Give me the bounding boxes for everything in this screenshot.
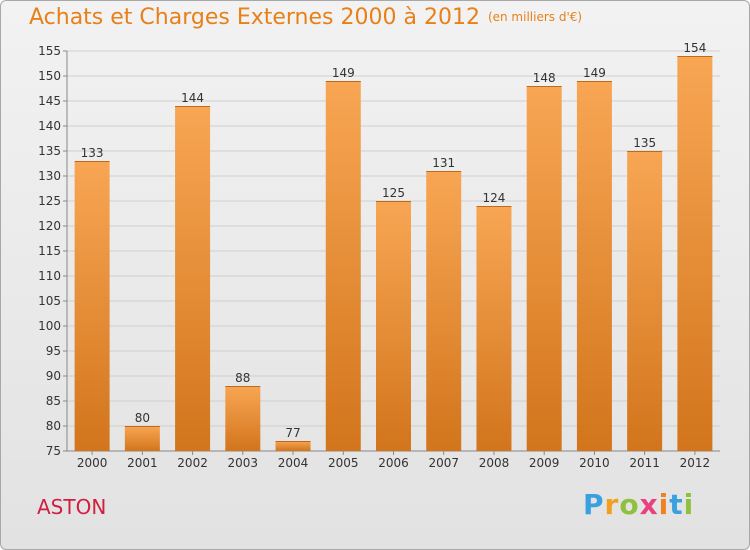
bar <box>124 426 160 451</box>
bar <box>576 81 612 451</box>
x-tick-label: 2009 <box>529 456 560 470</box>
bar-value-label: 88 <box>235 371 250 385</box>
bar-value-label: 144 <box>181 91 204 105</box>
x-tick-label: 2012 <box>680 456 711 470</box>
bar <box>325 81 361 451</box>
y-tick-label: 140 <box>38 119 61 133</box>
bar <box>225 386 261 451</box>
y-tick-label: 90 <box>46 369 61 383</box>
bar-value-label: 77 <box>285 426 300 440</box>
brand-logo: Proxiti <box>583 488 695 521</box>
bar-value-label: 149 <box>583 66 606 80</box>
bar-value-label: 80 <box>135 411 150 425</box>
bar-value-label: 149 <box>332 66 355 80</box>
bar <box>175 106 211 451</box>
x-tick-label: 2010 <box>579 456 610 470</box>
x-tick-label: 2008 <box>479 456 510 470</box>
y-tick-label: 95 <box>46 344 61 358</box>
bar-value-label: 131 <box>432 156 455 170</box>
y-tick-label: 120 <box>38 219 61 233</box>
y-tick-label: 105 <box>38 294 61 308</box>
bar <box>526 86 562 451</box>
y-tick-label: 110 <box>38 269 61 283</box>
y-tick-label: 130 <box>38 169 61 183</box>
y-tick-label: 150 <box>38 69 61 83</box>
y-tick-label: 75 <box>46 444 61 458</box>
bar-value-label: 148 <box>533 71 556 85</box>
chart-title-text: Achats et Charges Externes 2000 à 2012 <box>29 5 480 30</box>
labels: 75 80 85 90 95 100 105 110 115 120 125 130 135 140 145… <box>38 41 710 470</box>
y-tick-label: 135 <box>38 144 61 158</box>
bar-value-label: 124 <box>483 191 506 205</box>
x-tick-label: 2007 <box>428 456 459 470</box>
bar <box>275 441 311 451</box>
chart-title: Achats et Charges Externes 2000 à 2012 (e… <box>29 5 582 30</box>
y-tick-label: 125 <box>38 194 61 208</box>
place-label: ASTON <box>37 495 107 519</box>
chart-subtitle: (en milliers d'€) <box>487 10 583 24</box>
y-tick-label: 80 <box>46 419 61 433</box>
bar-value-label: 125 <box>382 186 405 200</box>
bar-value-label: 154 <box>683 41 706 55</box>
x-tick-label: 2006 <box>378 456 409 470</box>
x-tick-label: 2004 <box>278 456 309 470</box>
bar <box>627 151 663 451</box>
x-tick-label: 2003 <box>228 456 259 470</box>
y-tick-label: 145 <box>38 94 61 108</box>
bar <box>74 161 110 451</box>
x-tick-label: 2001 <box>127 456 158 470</box>
bar <box>376 201 411 451</box>
bar-value-label: 133 <box>81 146 104 160</box>
bar <box>476 206 512 451</box>
y-tick-label: 85 <box>46 394 61 408</box>
y-tick-label: 115 <box>38 244 61 258</box>
bar <box>426 171 462 451</box>
bar-value-label: 135 <box>633 136 656 150</box>
x-tick-label: 2011 <box>629 456 660 470</box>
x-tick-label: 2005 <box>328 456 359 470</box>
y-tick-label: 100 <box>38 319 61 333</box>
bars <box>74 56 713 451</box>
x-tick-label: 2000 <box>77 456 108 470</box>
y-tick-label: 155 <box>38 44 61 58</box>
x-tick-label: 2002 <box>177 456 208 470</box>
bar <box>677 56 713 451</box>
